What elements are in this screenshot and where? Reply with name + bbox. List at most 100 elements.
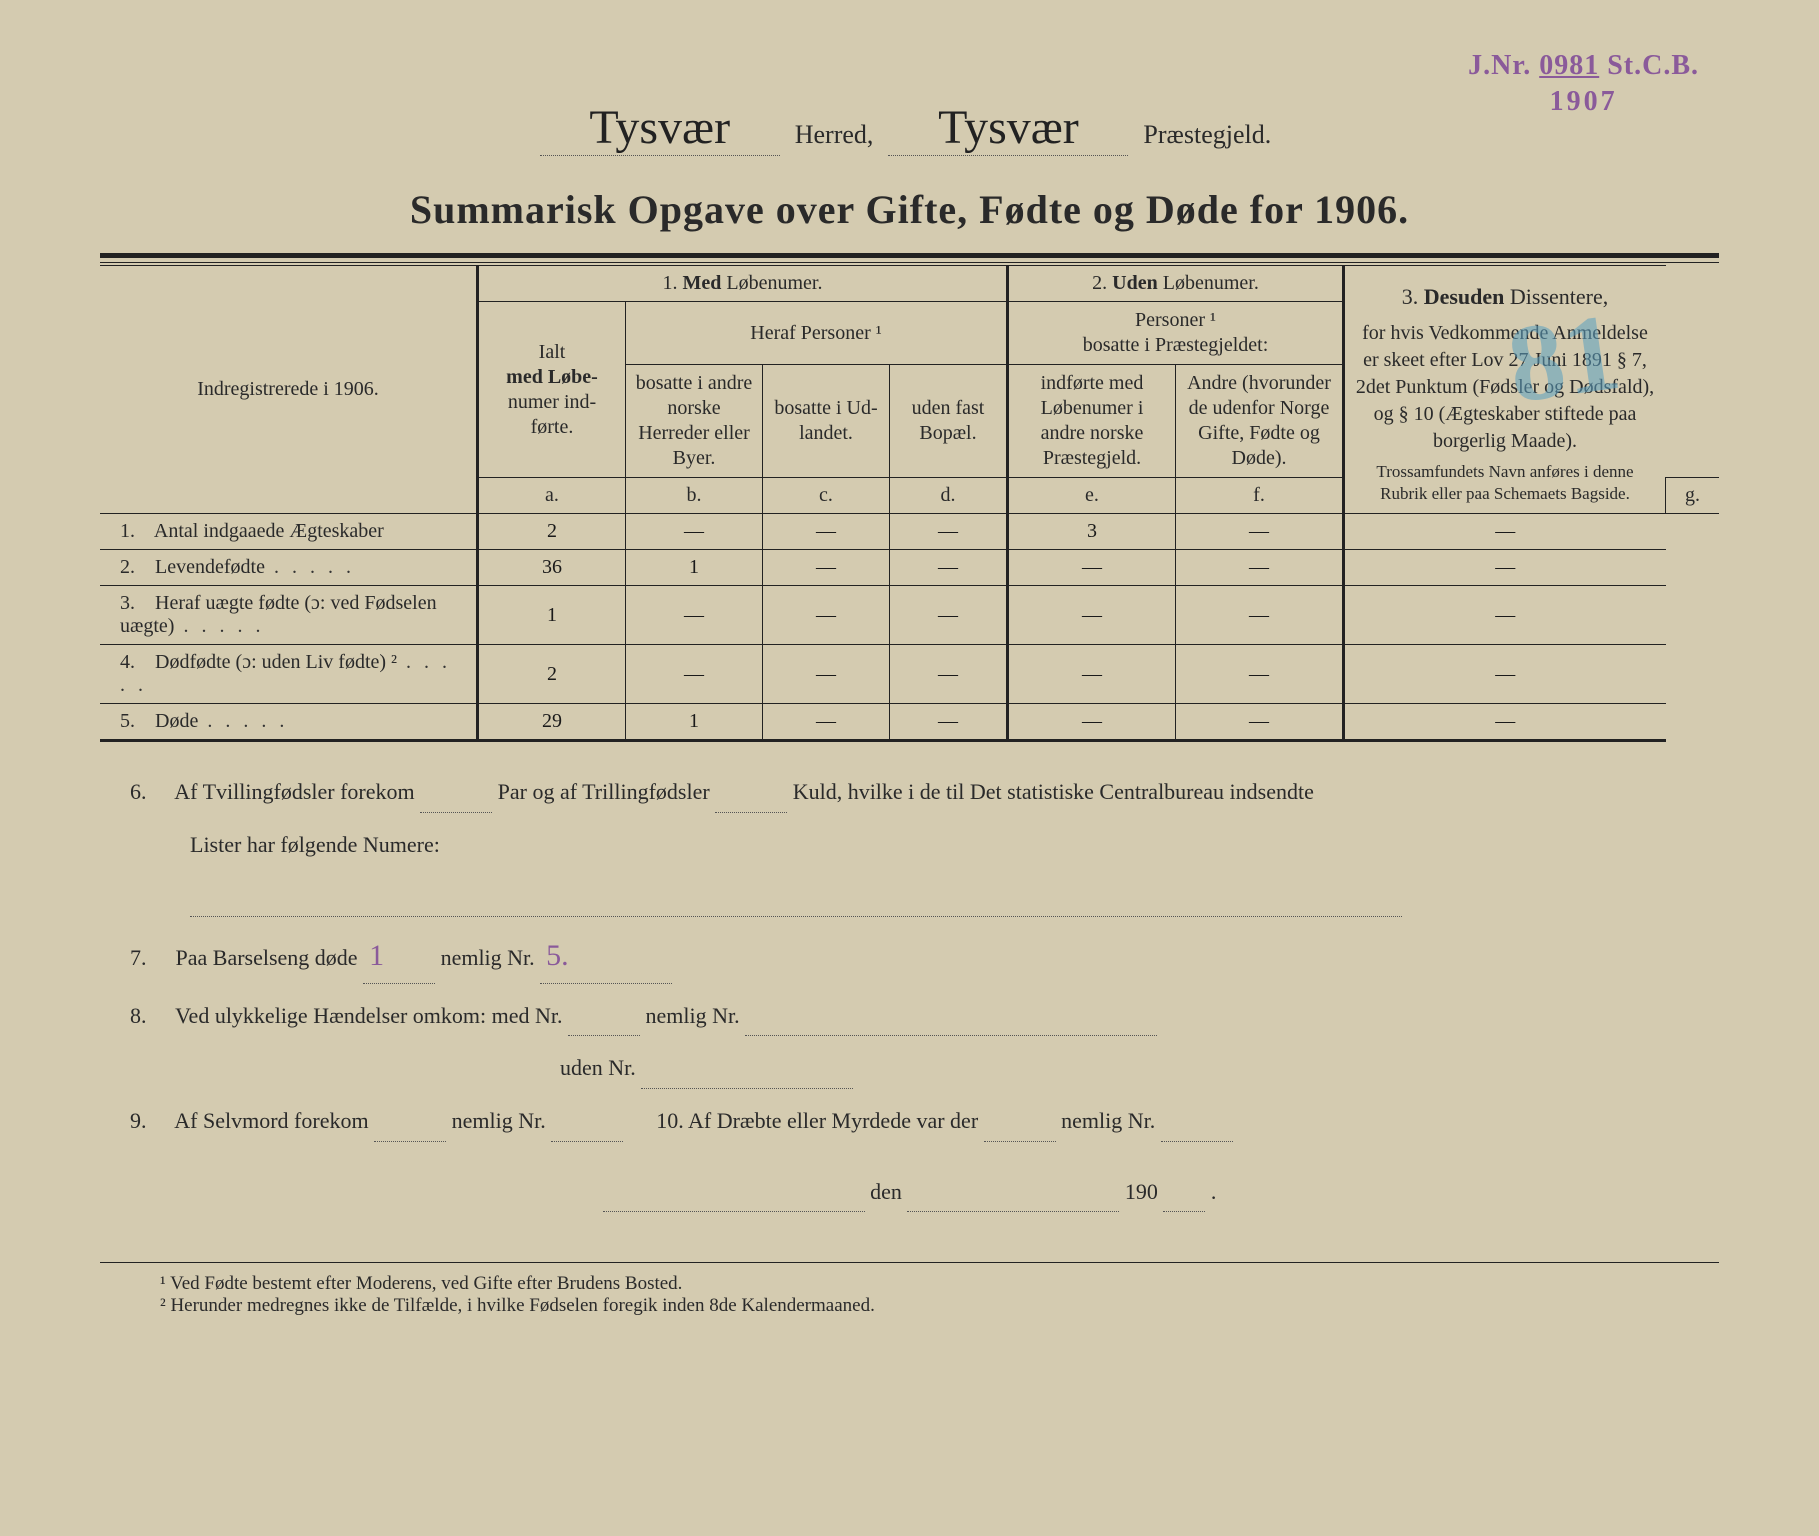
main-table: Indregistrerede i 1906. 1. Med Løbenumer… [100, 265, 1719, 742]
row-label: Døde [155, 710, 288, 732]
cell-b: 1 [626, 704, 763, 741]
col-ialt: Ialt med Løbe- numer ind- førte. [478, 302, 626, 478]
blank-6a [420, 772, 492, 813]
line8b: nemlig Nr. [646, 1003, 740, 1028]
cell-f: — [1176, 550, 1344, 586]
cell-d: — [890, 704, 1008, 741]
col-indreg: Indregistrerede i 1906. [100, 266, 478, 514]
ialt-med: med Løbe- [506, 366, 598, 388]
cell-g: — [1344, 704, 1666, 741]
herred-handwritten: Tysvær [540, 100, 780, 156]
cell-d: — [890, 550, 1008, 586]
cell-g: — [1344, 645, 1666, 704]
letter-a: a. [478, 478, 626, 514]
line9b: nemlig Nr. [452, 1108, 546, 1133]
stamp-year: 1907 [1468, 86, 1699, 118]
line6c: Kuld, hvilke i de til Det statistiske Ce… [793, 779, 1314, 804]
personer2: Personer ¹ [1135, 309, 1216, 331]
table-row: 4. Dødfødte (ɔ: uden Liv fødte) ² 2 — — … [100, 645, 1719, 704]
line6d: Lister har følgende Numere: [190, 832, 440, 857]
sec2-pre: 2. [1092, 272, 1107, 294]
row-label: Levendefødte [155, 556, 355, 578]
cell-d: — [890, 586, 1008, 645]
hw-7-count: 1 [363, 929, 435, 984]
section3-block: 3. Desuden Dissentere, for hvis Vedkomme… [1344, 266, 1666, 514]
letter-g: g. [1666, 478, 1720, 514]
cell-a: 29 [478, 704, 626, 741]
footnotes: ¹ Ved Fødte bestemt efter Moderens, ved … [100, 1262, 1719, 1317]
cell-d: — [890, 645, 1008, 704]
row-num: 2. [120, 556, 150, 579]
group3-text: for hvis Vedkommende Anmeldelse er skeet… [1355, 320, 1655, 455]
sec2-bold: Uden [1112, 272, 1158, 294]
cell-c: — [763, 550, 890, 586]
cell-f: — [1176, 645, 1344, 704]
line10b: nemlig Nr. [1061, 1108, 1155, 1133]
table-row: 3. Heraf uægte fødte (ɔ: ved Fødselen uæ… [100, 586, 1719, 645]
line8c: uden Nr. [560, 1055, 636, 1080]
hw-7-nr: 5. [540, 929, 672, 984]
cell-b: — [626, 514, 763, 550]
bosatte2: bosatte i Præstegjeldet: [1083, 334, 1269, 356]
cell-e: 3 [1008, 514, 1176, 550]
sec3-pre: 3. [1402, 284, 1419, 309]
col-d: uden fast Bopæl. [890, 365, 1008, 478]
row-num: 3. [120, 592, 150, 615]
sec1-post: Løbenumer. [726, 272, 822, 294]
blank-8a [568, 996, 640, 1037]
row-num: 4. [120, 651, 150, 674]
line9a: Af Selvmord forekom [174, 1108, 368, 1133]
table-row: 1. Antal indgaaede Ægteskaber 2 — — — 3 … [100, 514, 1719, 550]
col-c: bosatte i Ud- landet. [763, 365, 890, 478]
cell-e: — [1008, 586, 1176, 645]
jnr-number: 0981 [1539, 50, 1599, 81]
line7a: Paa Barselseng døde [176, 945, 358, 970]
letter-b: b. [626, 478, 763, 514]
blank-date [907, 1172, 1119, 1213]
cell-e: — [1008, 550, 1176, 586]
ialt-label: Ialt [539, 341, 566, 363]
cell-c: — [763, 645, 890, 704]
blank-year [1163, 1172, 1205, 1213]
rule-thin [100, 262, 1719, 263]
letter-f: f. [1176, 478, 1344, 514]
cell-a: 2 [478, 514, 626, 550]
table-row: 5. Døde 29 1 — — — — — [100, 704, 1719, 741]
cell-g: — [1344, 586, 1666, 645]
line8a: Ved ulykkelige Hændelser omkom: med Nr. [175, 1003, 562, 1028]
line10a: 10. Af Dræbte eller Myrdede var der [656, 1108, 978, 1133]
main-title: Summarisk Opgave over Gifte, Fødte og Dø… [100, 186, 1719, 233]
body-text-block: 6. Af Tvillingfødsler forekom Par og af … [100, 772, 1719, 1212]
praeste-label: Præstegjeld. [1143, 120, 1271, 149]
jnr-label: J.Nr. [1468, 50, 1531, 81]
line6b: Par og af Trillingfødsler [498, 779, 710, 804]
cell-c: — [763, 704, 890, 741]
blank-8c [641, 1048, 853, 1089]
row-num: 1. [120, 520, 150, 543]
date-190: 190 [1125, 1179, 1158, 1204]
sec3-bold: Desuden [1424, 284, 1505, 309]
registration-stamp: J.Nr. 0981 St.C.B. 1907 [1468, 50, 1699, 118]
sec3-post: Dissentere, [1510, 284, 1608, 309]
sec1-pre: 1. [663, 272, 678, 294]
blank-8b [745, 996, 1157, 1037]
ialt-forte: førte. [531, 416, 574, 438]
personer-bosatte: Personer ¹ bosatte i Præstegjeldet: [1008, 302, 1344, 365]
table-row: 2. Levendefødte 36 1 — — — — — [100, 550, 1719, 586]
sec2-post: Løbenumer. [1163, 272, 1259, 294]
herred-label: Herred, [795, 120, 874, 149]
group3-small: Trossamfundets Navn anføres i denne Rubr… [1355, 461, 1655, 505]
letter-e: e. [1008, 478, 1176, 514]
footnote-2: ² Herunder medregnes ikke de Tilfælde, i… [160, 1295, 1719, 1317]
jnr-suffix: St.C.B. [1607, 50, 1699, 81]
cell-b: — [626, 645, 763, 704]
section1-head: 1. Med Løbenumer. [478, 266, 1008, 302]
blank-place [603, 1172, 865, 1213]
row-label: Dødfødte (ɔ: uden Liv fødte) ² [120, 651, 451, 696]
heraf-personer: Heraf Personer ¹ [626, 302, 1008, 365]
ialt-numer: numer ind- [508, 391, 596, 413]
blank-10a [984, 1101, 1056, 1142]
row-label: Heraf uægte fødte (ɔ: ved Fødselen uægte… [120, 592, 437, 637]
line7b: nemlig Nr. [441, 945, 535, 970]
cell-a: 2 [478, 645, 626, 704]
